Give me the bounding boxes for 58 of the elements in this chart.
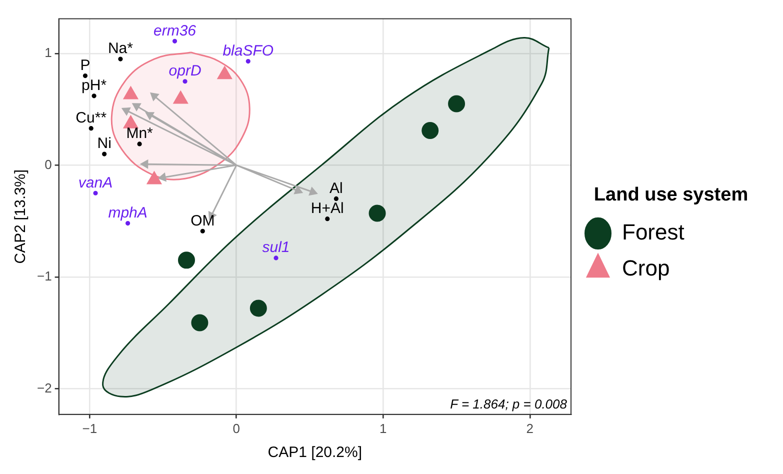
x-tick-label: 2 [526,420,534,436]
point [294,186,302,194]
point [146,112,154,120]
x-tick-label: −1 [82,420,98,436]
point [150,92,159,101]
data-label: mphA [108,204,148,222]
data-label: Cu** [76,109,107,126]
point [132,103,141,111]
point [368,204,386,222]
point [182,79,188,84]
point [125,221,130,226]
point [122,107,130,116]
data-label: vanA [78,174,113,192]
y-tick-label: −1 [36,268,52,284]
legend-label: Forest [622,219,684,244]
point [246,58,250,64]
data-label: Al [330,180,343,197]
point [137,142,142,146]
x-tick-label: 1 [380,420,387,436]
data-label: blaSFO [222,42,274,60]
point [274,256,278,260]
x-tick-label: 0 [232,420,240,436]
point [140,160,148,168]
point [200,228,205,234]
point [178,252,195,269]
point [118,56,123,62]
data-label: Mn* [126,125,154,142]
x-axis-title: CAP1 [20.2%] [268,444,362,462]
data-label: H+Al [310,200,344,217]
point [325,216,330,222]
data-label: OM [190,212,215,230]
point [448,95,466,112]
data-label: Ni [97,135,112,152]
y-axis-title: CAP2 [13.3%] [12,169,30,264]
data-label: sul1 [262,239,290,256]
data-label: pH* [82,77,107,94]
point [191,314,208,332]
point [172,38,178,44]
data-label: oprD [168,62,202,80]
point [250,300,267,317]
y-tick-label: −2 [36,380,52,396]
legend-title: Land use system [594,184,748,206]
point [88,126,94,131]
point [92,94,96,98]
point [158,172,166,182]
point [422,122,439,140]
legend-label: Crop [622,255,670,280]
point [308,187,318,196]
y-tick-label: 0 [44,156,52,172]
data-label: Na* [108,40,134,58]
y-tick-label: 1 [44,45,52,60]
point [82,73,88,78]
data-label: erm36 [153,22,197,40]
annotation: F = 1.864; p = 0.008 [450,396,568,412]
data-label: P [80,56,90,74]
point [93,190,98,196]
point [102,152,107,156]
point [334,196,338,202]
